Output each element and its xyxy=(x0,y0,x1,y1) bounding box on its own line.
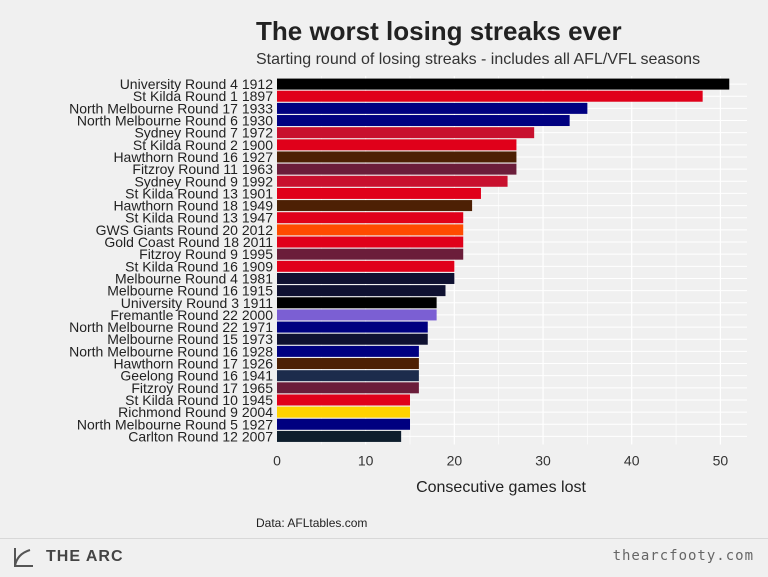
bars xyxy=(277,78,730,442)
bar xyxy=(277,406,411,418)
bar xyxy=(277,430,402,442)
bar xyxy=(277,309,437,321)
category-label: Sydney Round 9 1992 xyxy=(134,173,273,189)
bar xyxy=(277,78,730,90)
category-label: Melbourne Round 15 1973 xyxy=(107,331,273,347)
category-label: North Melbourne Round 16 1928 xyxy=(69,343,273,359)
bar xyxy=(277,102,588,114)
x-axis-label: Consecutive games lost xyxy=(416,479,586,496)
bar xyxy=(277,370,419,382)
bar xyxy=(277,248,464,260)
bar xyxy=(277,260,455,272)
footer-bar: THE ARC thearcfooty.com xyxy=(0,538,768,577)
arc-logo-icon xyxy=(14,548,33,567)
category-label: GWS Giants Round 20 2012 xyxy=(96,222,274,238)
bar xyxy=(277,200,473,212)
bar xyxy=(277,382,419,394)
chart-subtitle: Starting round of losing streaks - inclu… xyxy=(256,51,701,68)
category-label: Hawthorn Round 17 1926 xyxy=(113,356,273,372)
x-tick-label: 40 xyxy=(624,453,640,469)
category-label: Melbourne Round 16 1915 xyxy=(107,283,273,299)
bar xyxy=(277,163,517,175)
bar xyxy=(277,272,455,284)
bar xyxy=(277,127,535,139)
category-label: St Kilda Round 2 1900 xyxy=(133,137,273,153)
bar xyxy=(277,151,517,163)
x-tick-label: 10 xyxy=(358,453,374,469)
category-label: North Melbourne Round 6 1930 xyxy=(77,113,273,129)
bar xyxy=(277,115,570,127)
bar xyxy=(277,418,411,430)
category-label: Fitzroy Round 9 1995 xyxy=(139,246,273,262)
category-label: University Round 3 1911 xyxy=(121,295,273,311)
category-label: Fremantle Round 22 2000 xyxy=(110,307,273,323)
bar xyxy=(277,285,446,297)
category-label: St Kilda Round 16 1909 xyxy=(125,258,273,274)
category-label: Fitzroy Round 17 1965 xyxy=(131,380,273,396)
category-label: Gold Coast Round 18 2011 xyxy=(104,234,273,250)
site-url[interactable]: thearcfooty.com xyxy=(612,548,754,564)
bar xyxy=(277,394,411,406)
bar xyxy=(277,321,428,333)
category-label: St Kilda Round 10 1945 xyxy=(125,392,273,408)
category-label: North Melbourne Round 5 1927 xyxy=(77,416,273,432)
category-label: St Kilda Round 1 1897 xyxy=(133,88,273,104)
data-source: Data: AFLtables.com xyxy=(256,516,368,530)
x-tick-label: 30 xyxy=(535,453,551,469)
x-tick-label: 50 xyxy=(713,453,729,469)
bar xyxy=(277,139,517,151)
bar xyxy=(277,345,419,357)
category-label: Sydney Round 7 1972 xyxy=(134,125,273,141)
category-label: Geelong Round 16 1941 xyxy=(120,368,273,384)
bar xyxy=(277,187,481,199)
category-label: North Melbourne Round 22 1971 xyxy=(69,319,273,335)
x-tick-labels: 0 10 20 30 40 50 xyxy=(273,453,728,469)
bar xyxy=(277,333,428,345)
category-label: Hawthorn Round 18 1949 xyxy=(113,198,273,214)
category-label: Richmond Round 9 2004 xyxy=(118,404,273,420)
bar xyxy=(277,90,703,102)
category-label: University Round 4 1912 xyxy=(120,76,274,92)
category-label: North Melbourne Round 17 1933 xyxy=(69,100,273,116)
bar xyxy=(277,212,464,224)
category-label: St Kilda Round 13 1947 xyxy=(125,210,273,226)
bar xyxy=(277,224,464,236)
bar xyxy=(277,297,437,309)
x-tick-label: 0 xyxy=(273,453,281,469)
bar xyxy=(277,236,464,248)
bar xyxy=(277,175,508,187)
chart-title: The worst losing streaks ever xyxy=(256,16,622,46)
category-label: Melbourne Round 4 1981 xyxy=(115,270,273,286)
category-label: Hawthorn Round 16 1927 xyxy=(113,149,273,165)
x-tick-label: 20 xyxy=(447,453,463,469)
bar xyxy=(277,358,419,370)
brand-name: THE ARC xyxy=(46,548,124,565)
category-label: Fitzroy Round 11 1963 xyxy=(132,161,273,177)
category-label: St Kilda Round 13 1901 xyxy=(125,185,273,201)
brand: THE ARC xyxy=(12,546,124,568)
category-label: Carlton Round 12 2007 xyxy=(128,428,273,444)
